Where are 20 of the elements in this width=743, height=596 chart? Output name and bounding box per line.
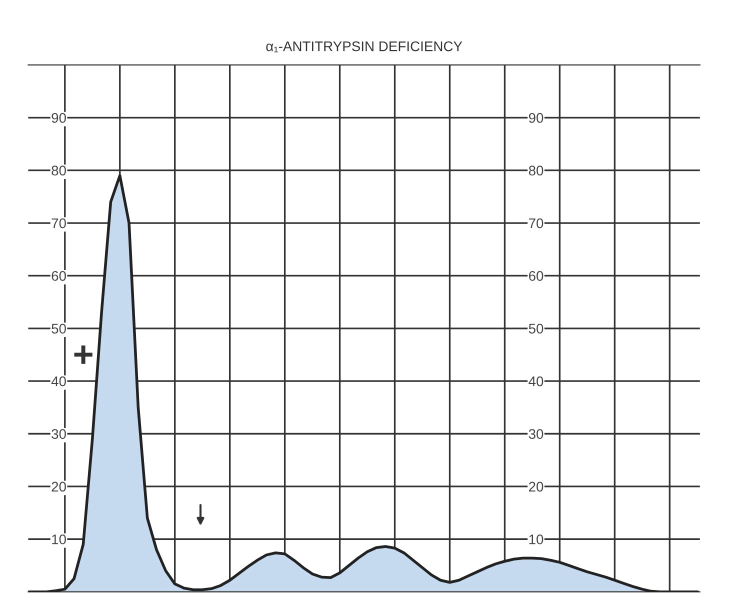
y-tick-label: 30 (52, 429, 66, 439)
y2-tick-label: 90 (528, 112, 544, 123)
annotation: + (74, 346, 92, 364)
y-tick-label: 20 (52, 482, 66, 492)
y-tick-label: 40 (51, 376, 66, 386)
y2-tick-label: 10 (529, 534, 544, 544)
y-tick-label: 80 (52, 166, 66, 176)
y-tick-label: 50 (52, 324, 66, 334)
chart-title: α₁-ANTITRYPSIN DEFICIENCY (266, 41, 462, 52)
y2-tick-label: 60 (529, 271, 544, 281)
y2-tick-label: 80 (528, 166, 544, 176)
y2-tick-label: 70 (529, 218, 544, 228)
y-tick-label: 60 (52, 271, 66, 281)
y-tick-label: 10 (52, 534, 66, 544)
y2-tick-label: 40 (528, 376, 544, 386)
y2-tick-label: 20 (528, 482, 544, 492)
y2-tick-label: 30 (528, 429, 544, 439)
y-tick-label: 70 (52, 218, 66, 228)
y2-tick-label: 50 (528, 324, 544, 334)
y-tick-label: 90 (52, 112, 66, 123)
